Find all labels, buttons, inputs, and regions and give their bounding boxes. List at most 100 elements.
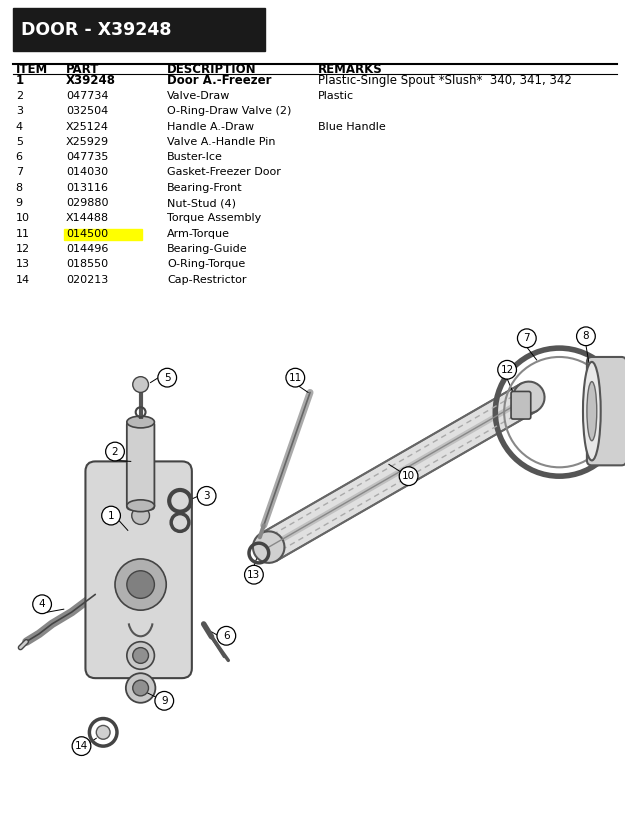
Circle shape xyxy=(127,571,154,599)
Text: 9: 9 xyxy=(161,696,168,706)
Text: 12: 12 xyxy=(16,244,30,254)
Circle shape xyxy=(286,369,305,387)
Text: 13: 13 xyxy=(248,570,261,580)
Circle shape xyxy=(33,595,52,613)
Circle shape xyxy=(576,327,595,346)
Ellipse shape xyxy=(127,500,154,511)
Circle shape xyxy=(133,648,149,663)
Text: 11: 11 xyxy=(289,373,302,383)
Circle shape xyxy=(127,642,154,669)
Circle shape xyxy=(106,443,124,461)
Text: 047735: 047735 xyxy=(66,152,108,163)
Text: 4: 4 xyxy=(39,599,45,609)
FancyBboxPatch shape xyxy=(511,392,530,419)
Text: 8: 8 xyxy=(583,332,589,342)
Text: PART: PART xyxy=(66,63,100,76)
Text: Cap-Restrictor: Cap-Restrictor xyxy=(167,274,246,285)
Text: 14: 14 xyxy=(16,274,30,285)
Text: 9: 9 xyxy=(16,198,23,208)
Circle shape xyxy=(197,487,216,505)
Ellipse shape xyxy=(583,362,601,461)
Circle shape xyxy=(399,467,418,485)
Text: Blue Handle: Blue Handle xyxy=(318,122,386,131)
Text: 6: 6 xyxy=(16,152,23,163)
Circle shape xyxy=(72,736,91,755)
Text: Nut-Stud (4): Nut-Stud (4) xyxy=(167,198,236,208)
Text: 12: 12 xyxy=(500,365,513,374)
Text: 047734: 047734 xyxy=(66,91,108,101)
Text: Plastic-Single Spout *Slush*  340, 341, 342: Plastic-Single Spout *Slush* 340, 341, 3… xyxy=(318,74,572,87)
Ellipse shape xyxy=(127,416,154,428)
Text: 018550: 018550 xyxy=(66,259,108,269)
FancyBboxPatch shape xyxy=(127,421,154,510)
Text: 014496: 014496 xyxy=(66,244,108,254)
Circle shape xyxy=(517,329,536,347)
Text: O-Ring-Draw Valve (2): O-Ring-Draw Valve (2) xyxy=(167,106,291,117)
FancyBboxPatch shape xyxy=(64,228,142,240)
Text: 3: 3 xyxy=(16,106,23,117)
Text: 032504: 032504 xyxy=(66,106,108,117)
Text: ITEM: ITEM xyxy=(16,63,48,76)
Text: X14488: X14488 xyxy=(66,213,109,223)
Ellipse shape xyxy=(513,382,544,413)
Circle shape xyxy=(155,691,174,710)
Text: Valve A.-Handle Pin: Valve A.-Handle Pin xyxy=(167,137,275,147)
Ellipse shape xyxy=(587,382,597,441)
Text: DESCRIPTION: DESCRIPTION xyxy=(167,63,256,76)
Text: Gasket-Freezer Door: Gasket-Freezer Door xyxy=(167,167,281,177)
Circle shape xyxy=(115,559,166,610)
Text: 020213: 020213 xyxy=(66,274,108,285)
FancyBboxPatch shape xyxy=(587,357,626,466)
Circle shape xyxy=(101,507,120,525)
Polygon shape xyxy=(261,383,537,561)
Text: 6: 6 xyxy=(223,631,230,640)
Text: Bearing-Guide: Bearing-Guide xyxy=(167,244,248,254)
Text: Buster-Ice: Buster-Ice xyxy=(167,152,223,163)
Text: 10: 10 xyxy=(402,471,415,481)
Circle shape xyxy=(217,626,236,645)
FancyBboxPatch shape xyxy=(86,461,192,678)
Text: 014500: 014500 xyxy=(66,229,108,239)
Text: X25929: X25929 xyxy=(66,137,109,147)
Text: O-Ring-Torque: O-Ring-Torque xyxy=(167,259,245,269)
Text: 7: 7 xyxy=(16,167,23,177)
Text: Handle A.-Draw: Handle A.-Draw xyxy=(167,122,254,131)
Circle shape xyxy=(498,360,517,379)
Circle shape xyxy=(132,507,149,525)
Text: Valve-Draw: Valve-Draw xyxy=(167,91,231,101)
Text: 5: 5 xyxy=(164,373,171,383)
Text: REMARKS: REMARKS xyxy=(318,63,383,76)
Text: 4: 4 xyxy=(16,122,23,131)
Text: Bearing-Front: Bearing-Front xyxy=(167,183,243,193)
Text: X39248: X39248 xyxy=(66,74,116,87)
Text: 8: 8 xyxy=(16,183,23,193)
Text: Arm-Torque: Arm-Torque xyxy=(167,229,230,239)
Text: 014030: 014030 xyxy=(66,167,108,177)
Text: 3: 3 xyxy=(203,491,210,501)
Text: Door A.-Freezer: Door A.-Freezer xyxy=(167,74,272,87)
Text: X25124: X25124 xyxy=(66,122,109,131)
Text: 11: 11 xyxy=(16,229,30,239)
Circle shape xyxy=(96,726,110,739)
Text: 029880: 029880 xyxy=(66,198,108,208)
Text: Plastic: Plastic xyxy=(318,91,354,101)
Text: 5: 5 xyxy=(16,137,23,147)
Text: 1: 1 xyxy=(108,511,115,521)
Text: 2: 2 xyxy=(112,447,118,456)
Text: Torque Assembly: Torque Assembly xyxy=(167,213,261,223)
Circle shape xyxy=(126,673,156,703)
Text: 2: 2 xyxy=(16,91,23,101)
Text: 7: 7 xyxy=(524,333,530,343)
Circle shape xyxy=(133,377,149,392)
Text: DOOR - X39248: DOOR - X39248 xyxy=(21,21,171,39)
Text: 10: 10 xyxy=(16,213,30,223)
Text: 14: 14 xyxy=(75,741,88,751)
Text: 13: 13 xyxy=(16,259,30,269)
Ellipse shape xyxy=(253,531,285,563)
Circle shape xyxy=(133,680,149,696)
Text: 1: 1 xyxy=(16,74,24,87)
Text: 013116: 013116 xyxy=(66,183,108,193)
Circle shape xyxy=(158,369,176,387)
FancyBboxPatch shape xyxy=(13,8,265,51)
Circle shape xyxy=(244,566,263,584)
